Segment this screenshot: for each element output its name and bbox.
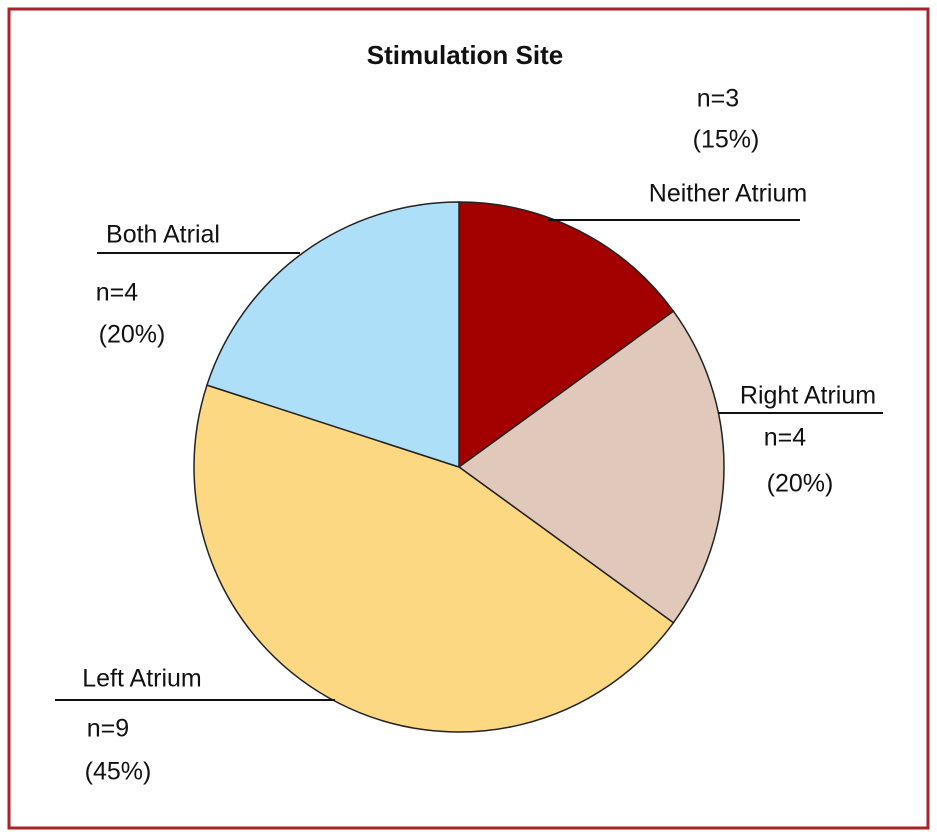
pie-slice [206, 201, 460, 469]
value-label: n=3 [697, 85, 739, 113]
pie-slice [193, 384, 675, 733]
value-label: n=9 [87, 715, 129, 743]
percent-label: (20%) [99, 321, 166, 349]
pie-slice [458, 201, 675, 469]
slice-label: Right Atrium [740, 382, 876, 410]
pie-slice [457, 310, 725, 624]
slice-label: Neither Atrium [649, 180, 807, 208]
slice-label: Left Atrium [82, 665, 202, 693]
percent-label: (20%) [767, 470, 834, 498]
value-label: n=4 [764, 424, 807, 452]
percent-label: (15%) [693, 126, 760, 154]
chart-title: Stimulation Site [367, 40, 563, 70]
value-label: n=4 [96, 279, 139, 307]
percent-label: (45%) [85, 758, 152, 786]
slice-label: Both Atrial [106, 221, 220, 249]
